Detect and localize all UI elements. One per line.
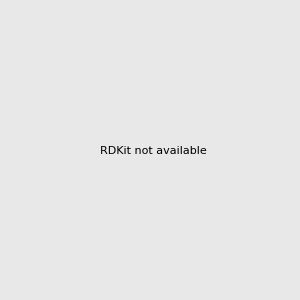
Text: RDKit not available: RDKit not available <box>100 146 207 157</box>
